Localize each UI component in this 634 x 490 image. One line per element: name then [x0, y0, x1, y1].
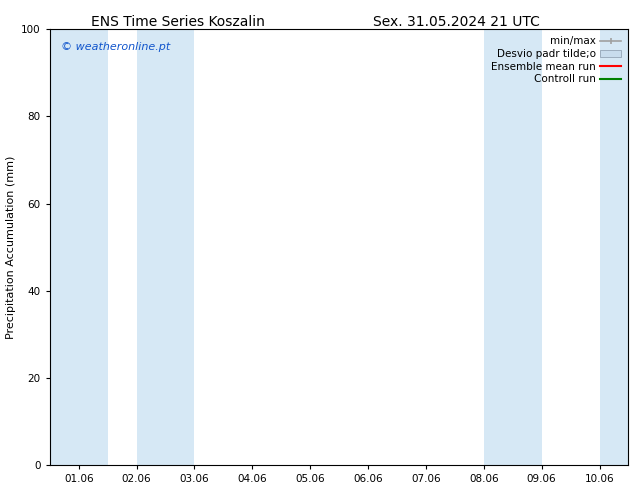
Bar: [600, 29, 628, 465]
Bar: [484, 29, 541, 465]
Legend: min/max, Desvio padr tilde;o, Ensemble mean run, Controll run: min/max, Desvio padr tilde;o, Ensemble m…: [489, 34, 623, 86]
Text: Sex. 31.05.2024 21 UTC: Sex. 31.05.2024 21 UTC: [373, 15, 540, 29]
Text: © weatheronline.pt: © weatheronline.pt: [61, 42, 171, 52]
Y-axis label: Precipitation Accumulation (mm): Precipitation Accumulation (mm): [6, 156, 16, 339]
Text: ENS Time Series Koszalin: ENS Time Series Koszalin: [91, 15, 264, 29]
Bar: [136, 29, 195, 465]
Bar: [49, 29, 108, 465]
